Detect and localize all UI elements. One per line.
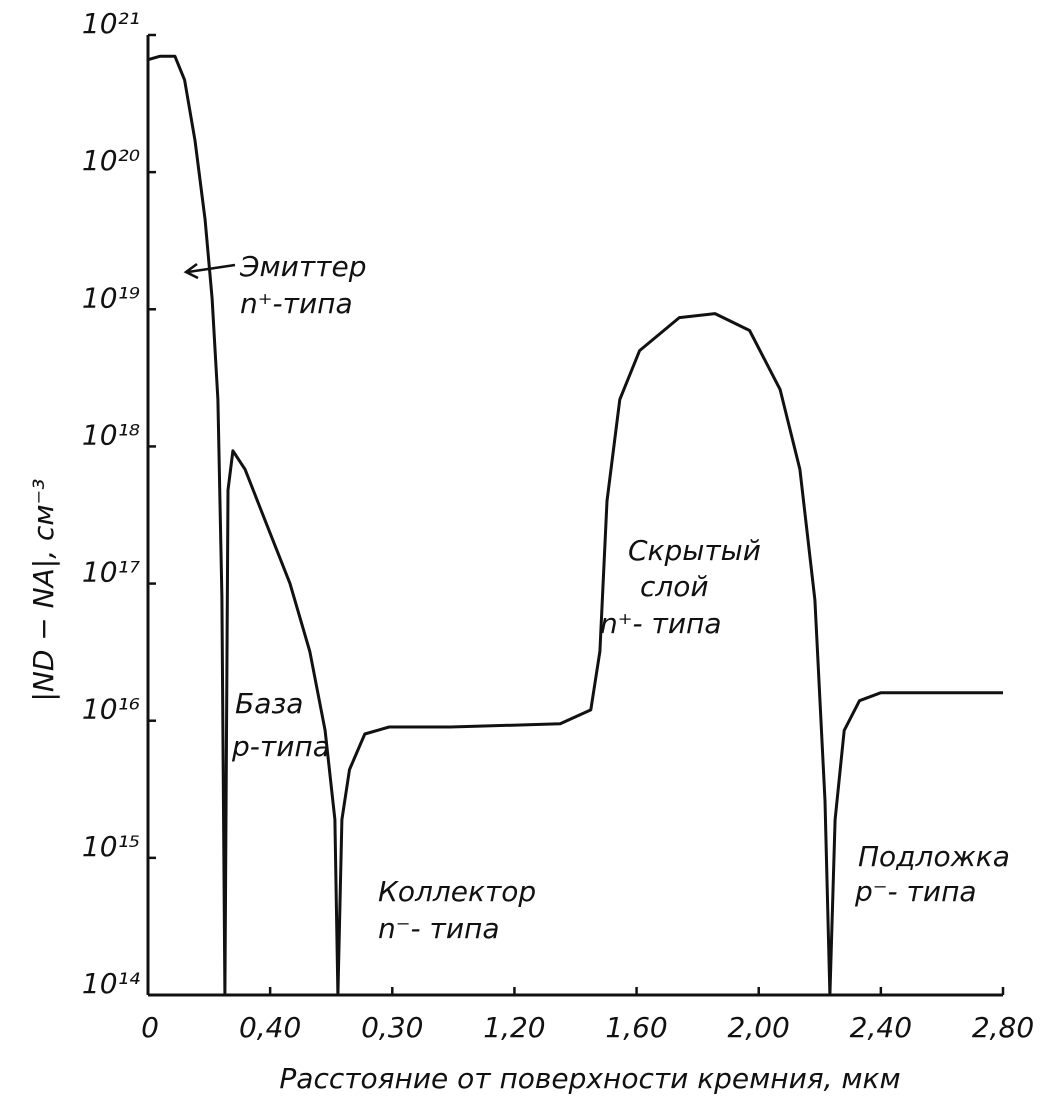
data-line bbox=[147, 54, 1003, 997]
y-tick-label: 10¹⁸ bbox=[82, 418, 140, 451]
y-tick-label: 10²¹ bbox=[82, 7, 140, 40]
x-tick-label: 2,40 bbox=[850, 1011, 912, 1044]
annotation: p⁻- типа bbox=[854, 875, 977, 908]
annotation-arrow bbox=[187, 263, 236, 274]
y-tick-label: 10¹⁵ bbox=[82, 830, 140, 863]
annotation: Эмиттер bbox=[239, 250, 367, 283]
x-tick-label: 1,20 bbox=[483, 1011, 545, 1044]
annotation: n⁺-типа bbox=[240, 287, 353, 320]
y-tick-label: 10¹⁹ bbox=[82, 281, 140, 314]
y-tick-label: 10¹⁴ bbox=[82, 967, 140, 1000]
annotation: n⁺- типа bbox=[600, 607, 722, 640]
annotation: Скрытый bbox=[628, 534, 761, 567]
annotation: n⁻- типа bbox=[378, 912, 500, 945]
arrow-head bbox=[183, 262, 199, 280]
y-tick-label: 10¹⁷ bbox=[82, 556, 141, 589]
x-tick-label: 2,80 bbox=[972, 1011, 1034, 1044]
y-axis-label: |ND − NA|, см⁻³ bbox=[27, 478, 60, 701]
x-tick-label: 0,40 bbox=[239, 1011, 301, 1044]
y-tick-label: 10²⁰ bbox=[82, 144, 140, 177]
x-tick-label: 1,60 bbox=[605, 1011, 667, 1044]
y-tick-label: 10¹⁶ bbox=[82, 693, 140, 726]
x-axis-label: Расстояние от поверхности кремния, мкм bbox=[279, 1062, 900, 1095]
x-tick-label: 2,00 bbox=[728, 1011, 790, 1044]
annotation: p-типа bbox=[231, 730, 330, 763]
x-tick-label: 0 bbox=[141, 1011, 159, 1044]
annotation: Подложка bbox=[858, 840, 1010, 873]
x-tick-label: 0,30 bbox=[361, 1011, 423, 1044]
annotation: База bbox=[235, 687, 303, 720]
annotation: слой bbox=[640, 570, 709, 603]
annotation: Коллектор bbox=[378, 875, 536, 908]
